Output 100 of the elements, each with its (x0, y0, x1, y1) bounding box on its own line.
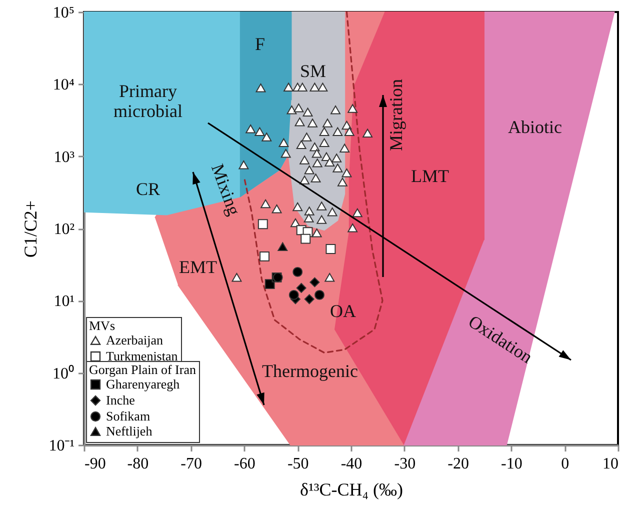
point (278, 242, 288, 252)
point (332, 164, 343, 172)
y-tick-label: 10⁰ (52, 364, 74, 382)
annotation: SM (300, 61, 326, 81)
point (304, 294, 314, 304)
x-tick-label: -70 (180, 456, 202, 472)
y-tick-label: 10³ (54, 148, 75, 166)
point (300, 156, 310, 164)
point (312, 228, 322, 238)
line-series (244, 11, 384, 354)
point (352, 208, 362, 218)
point (332, 154, 342, 162)
point (324, 158, 335, 167)
x-tick-label: 10 (602, 456, 618, 472)
point (260, 199, 271, 208)
point (302, 132, 312, 142)
point (316, 215, 327, 224)
x-axis-title: δ¹³C-CH₄ (‰) (300, 480, 404, 500)
point (288, 290, 299, 300)
point (304, 214, 314, 222)
point (342, 120, 352, 130)
point (238, 160, 249, 170)
legend-label: Inche (106, 392, 136, 408)
point (319, 138, 330, 147)
x-tick-label: -20 (448, 456, 469, 472)
point (294, 103, 304, 112)
x-tick-label: -90 (84, 456, 106, 472)
point (256, 83, 266, 92)
point (324, 273, 335, 282)
point (284, 82, 294, 92)
point (337, 178, 348, 186)
legend-label: Sofikam (106, 408, 150, 424)
x-tick-label: -40 (340, 456, 362, 472)
x-tick-label: -10 (501, 456, 522, 472)
point (296, 140, 306, 150)
annotation: Thermogenic (262, 361, 358, 381)
point (272, 204, 282, 214)
point (308, 118, 318, 128)
legend-label: Turkmenistan (106, 348, 178, 364)
legend-title: MVs (89, 318, 116, 333)
point (297, 82, 308, 92)
point (292, 266, 303, 277)
annotation: Gorgan Plain of Iran (89, 362, 196, 377)
x-tick-label: -80 (127, 456, 149, 472)
annotation: CR (136, 179, 160, 199)
point (318, 82, 328, 92)
point (304, 206, 314, 216)
annotation: Abiotic (508, 117, 562, 137)
point (300, 176, 310, 184)
point (304, 165, 314, 174)
point (262, 132, 272, 142)
legend-label: Gharenyaregh (106, 376, 180, 392)
annotation: OA (330, 301, 356, 321)
point (254, 127, 265, 136)
y-axis-title: C1/C2+ (20, 200, 41, 258)
annotation: EMT (179, 257, 217, 277)
point (314, 290, 324, 300)
x-tick-label: -60 (234, 456, 256, 472)
point (344, 127, 354, 136)
point (260, 251, 270, 262)
legend-label: Azerbaijan (106, 332, 164, 348)
x-tick-label: -50 (287, 456, 309, 472)
annotation: Migration (386, 79, 406, 151)
y-tick-label: 10² (54, 221, 75, 238)
annotation: Mixing (207, 161, 244, 218)
point (342, 168, 352, 178)
point (310, 277, 320, 288)
point (296, 282, 306, 293)
y-tick-label: 10⁻¹ (48, 438, 75, 454)
point (310, 174, 321, 182)
point (312, 158, 322, 168)
point (348, 104, 358, 113)
point (300, 234, 311, 244)
point (330, 106, 340, 114)
point (286, 106, 297, 114)
y-tick-label: 10⁵ (52, 4, 74, 22)
point (316, 202, 327, 210)
y-tick-label: 10⁴ (52, 76, 75, 94)
point (280, 148, 291, 158)
point (310, 82, 320, 92)
annotation: F (254, 34, 266, 54)
point (332, 127, 343, 136)
point (322, 118, 332, 128)
x-tick-label: 0 (561, 456, 570, 472)
point (348, 224, 358, 232)
point (312, 148, 322, 158)
annotation: Primary microbial (114, 81, 182, 121)
point (264, 279, 275, 290)
point (319, 127, 330, 136)
point (232, 273, 242, 282)
point (292, 202, 303, 212)
legend-label: Neftlijeh (106, 424, 153, 438)
point (340, 144, 350, 152)
point (294, 118, 305, 126)
y-tick-label: 10¹ (54, 293, 75, 310)
point (327, 207, 338, 216)
point (302, 108, 313, 116)
annotation: LMT (411, 166, 449, 186)
point (258, 219, 268, 230)
point (246, 124, 256, 134)
